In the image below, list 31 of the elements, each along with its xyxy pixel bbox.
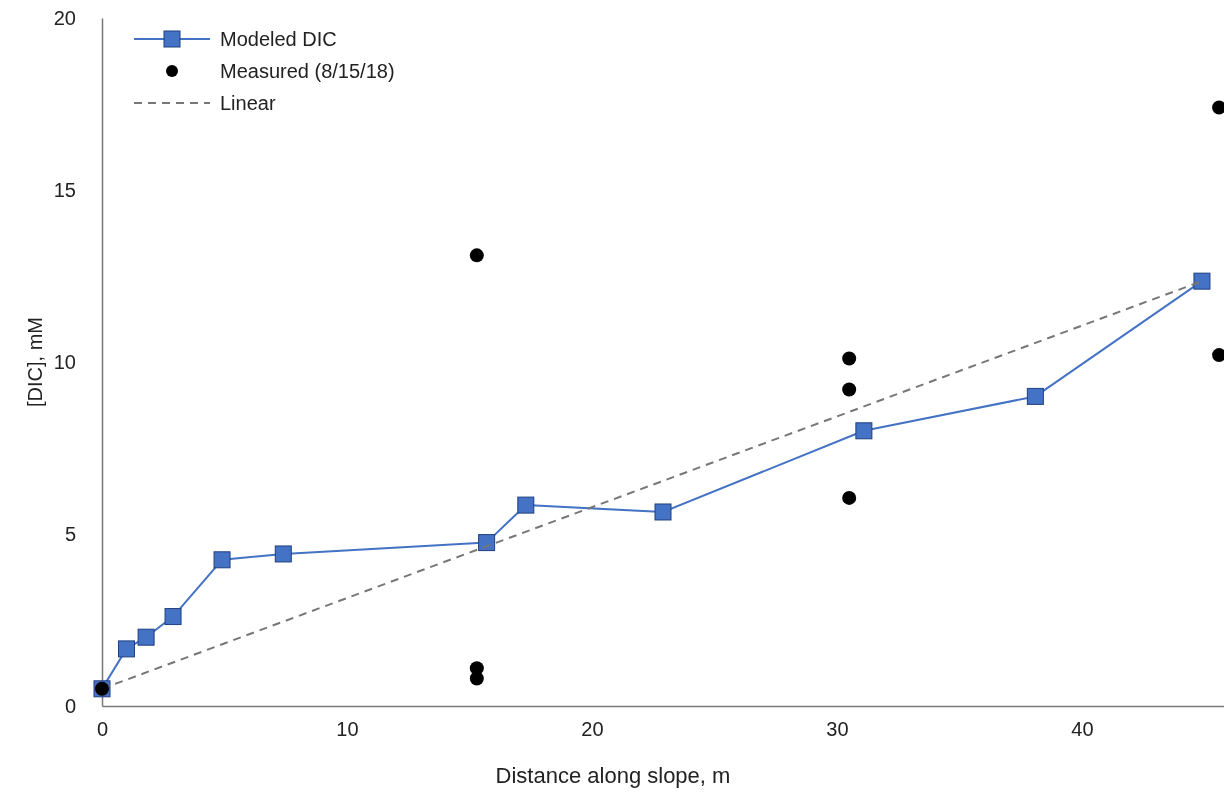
point <box>118 640 135 658</box>
y-tick-label: 5 <box>64 522 76 545</box>
y-tick-label: 10 <box>53 350 76 373</box>
x-tick-label: 30 <box>826 718 849 741</box>
point <box>855 422 873 440</box>
legend-label: Modeled DIC <box>220 28 337 50</box>
point <box>213 551 231 569</box>
point <box>654 503 672 521</box>
x-tick-label: 0 <box>96 718 109 741</box>
legend-label: Measured (8/15/18) <box>220 60 395 82</box>
x-axis-title: Distance along slope, m <box>495 763 731 788</box>
y-axis-title: [DIC], mM <box>24 317 46 407</box>
point <box>478 534 496 552</box>
point <box>469 248 484 263</box>
point <box>164 608 182 626</box>
point <box>842 490 857 505</box>
y-tick-label: 15 <box>53 178 76 201</box>
point <box>1026 387 1044 405</box>
point <box>517 496 535 514</box>
point <box>274 545 292 563</box>
x-tick-label: 40 <box>1071 718 1094 741</box>
point <box>842 382 857 397</box>
y-tick-label: 20 <box>53 6 76 29</box>
y-tick-label: 0 <box>64 694 76 717</box>
x-tick-label: 10 <box>336 718 359 741</box>
point <box>1193 272 1211 290</box>
x-tick-label: 20 <box>581 718 604 741</box>
point <box>469 671 484 686</box>
point <box>842 351 857 366</box>
point <box>137 628 155 646</box>
legend-label: Linear <box>220 92 276 114</box>
